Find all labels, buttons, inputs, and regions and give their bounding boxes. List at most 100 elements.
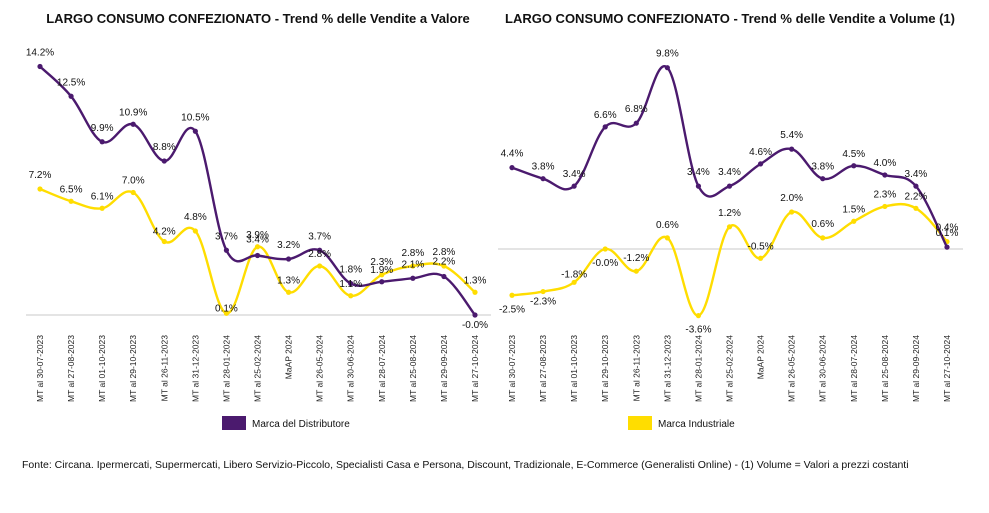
x-tick-label: MT al 25-02-2024	[725, 335, 735, 402]
data-label: 7.2%	[29, 170, 52, 181]
data-point	[441, 263, 447, 269]
data-point	[348, 293, 354, 299]
x-tick-label: MT al 30-07-2023	[35, 335, 45, 402]
data-point	[571, 279, 577, 285]
data-point	[789, 209, 795, 215]
data-label: 4.0%	[873, 158, 896, 169]
data-point	[509, 292, 515, 298]
data-point	[633, 120, 639, 126]
data-point	[68, 93, 74, 99]
data-point	[192, 128, 198, 134]
data-label: -1.2%	[623, 253, 649, 264]
x-tick-label: MT al 28-07-2024	[849, 335, 859, 402]
data-label: -3.6%	[685, 325, 711, 336]
data-point	[509, 165, 515, 171]
data-point	[161, 238, 167, 245]
data-label: 4.4%	[501, 149, 524, 160]
data-point	[540, 288, 546, 295]
data-label: 3.7%	[308, 231, 331, 242]
data-point	[285, 289, 292, 295]
x-tick-label: MT al 29-10-2023	[128, 335, 138, 402]
data-label: 3.4%	[718, 167, 741, 178]
data-label: 2.1%	[401, 259, 424, 270]
data-label: 2.8%	[401, 248, 424, 259]
chart-title: LARGO CONSUMO CONFEZIONATO - Trend % del…	[505, 11, 955, 26]
data-label: -1.8%	[561, 269, 587, 280]
x-tick-label: MT al 26-11-2023	[159, 335, 169, 402]
data-point	[130, 121, 136, 127]
x-tick-label: MT al 27-10-2024	[470, 335, 480, 402]
data-point	[99, 139, 105, 145]
data-point	[379, 272, 385, 278]
x-tick-label: MT al 28-07-2024	[377, 335, 387, 402]
data-point	[472, 312, 478, 318]
data-point	[348, 280, 354, 287]
data-label: 3.7%	[215, 231, 238, 242]
data-point	[944, 244, 950, 250]
data-label: 6.8%	[625, 104, 648, 115]
data-point	[317, 263, 323, 269]
x-tick-label: MT al 29-09-2024	[439, 335, 449, 402]
x-tick-label: MT al 29-09-2024	[911, 335, 921, 402]
data-label: 3.8%	[811, 162, 834, 173]
data-point	[820, 235, 826, 241]
series-line-marca-distributore	[39, 65, 476, 316]
data-label: 1.2%	[718, 208, 741, 219]
data-label: -0.0%	[462, 320, 488, 331]
data-point	[161, 158, 167, 164]
x-tick-label: MT al 30-07-2023	[507, 335, 517, 402]
data-label: 1.1%	[339, 279, 362, 290]
data-point	[726, 224, 733, 230]
data-label: 1.9%	[370, 265, 393, 276]
data-point	[410, 263, 416, 269]
x-tick-label: MT al 31-12-2023	[662, 335, 672, 402]
data-point	[571, 183, 577, 189]
data-point	[913, 183, 919, 189]
data-label: 3.9%	[246, 230, 269, 241]
data-label: 3.2%	[277, 240, 300, 251]
data-point	[633, 268, 639, 274]
chart-title: LARGO CONSUMO CONFEZIONATO - Trend % del…	[46, 11, 470, 26]
data-label: 0.6%	[811, 219, 834, 230]
data-point	[882, 172, 888, 178]
data-point	[540, 176, 546, 182]
data-point	[254, 252, 261, 259]
data-point	[757, 161, 764, 167]
data-label: 4.8%	[184, 212, 207, 223]
chart-panel-1: LARGO CONSUMO CONFEZIONATO - Trend % del…	[26, 11, 491, 430]
data-label: 12.5%	[57, 77, 85, 88]
data-point	[192, 228, 198, 234]
data-point	[664, 235, 670, 241]
legend-marca-industriale: Marca Industriale	[628, 416, 735, 430]
source-note: Fonte: Circana. Ipermercati, Supermercat…	[22, 459, 909, 471]
data-label: 2.3%	[370, 257, 393, 268]
data-label: 3.8%	[532, 162, 555, 173]
data-label: 6.6%	[594, 110, 617, 121]
data-label: 2.2%	[905, 191, 928, 202]
data-point	[441, 273, 447, 280]
series-line-marca-industriale	[511, 202, 948, 317]
legend-label: Marca Industriale	[658, 419, 735, 430]
data-point	[695, 313, 702, 319]
data-label: 3.4%	[687, 167, 710, 178]
x-tick-label: MT al 28-01-2024	[221, 335, 231, 402]
data-point	[37, 63, 43, 70]
x-tick-label: MT al 26-05-2024	[315, 335, 325, 402]
data-label: 4.2%	[153, 227, 176, 238]
legend-label: Marca del Distributore	[252, 419, 350, 430]
x-tick-label: MT al 26-05-2024	[787, 335, 797, 402]
x-tick-label: MT al 01-10-2023	[97, 335, 107, 402]
data-label: 1.3%	[277, 275, 300, 286]
series-line-marca-distributore	[511, 65, 949, 248]
data-point	[695, 183, 702, 189]
data-label: 0.6%	[656, 220, 679, 231]
data-label: 10.5%	[181, 112, 209, 123]
data-point	[602, 124, 608, 130]
data-label: 0.1%	[936, 228, 959, 239]
x-tick-label: MT al 26-11-2023	[631, 335, 641, 402]
data-point	[851, 163, 857, 169]
data-label: 1.3%	[464, 275, 487, 286]
data-label: 2.3%	[873, 189, 896, 200]
data-label: 5.4%	[780, 130, 803, 141]
